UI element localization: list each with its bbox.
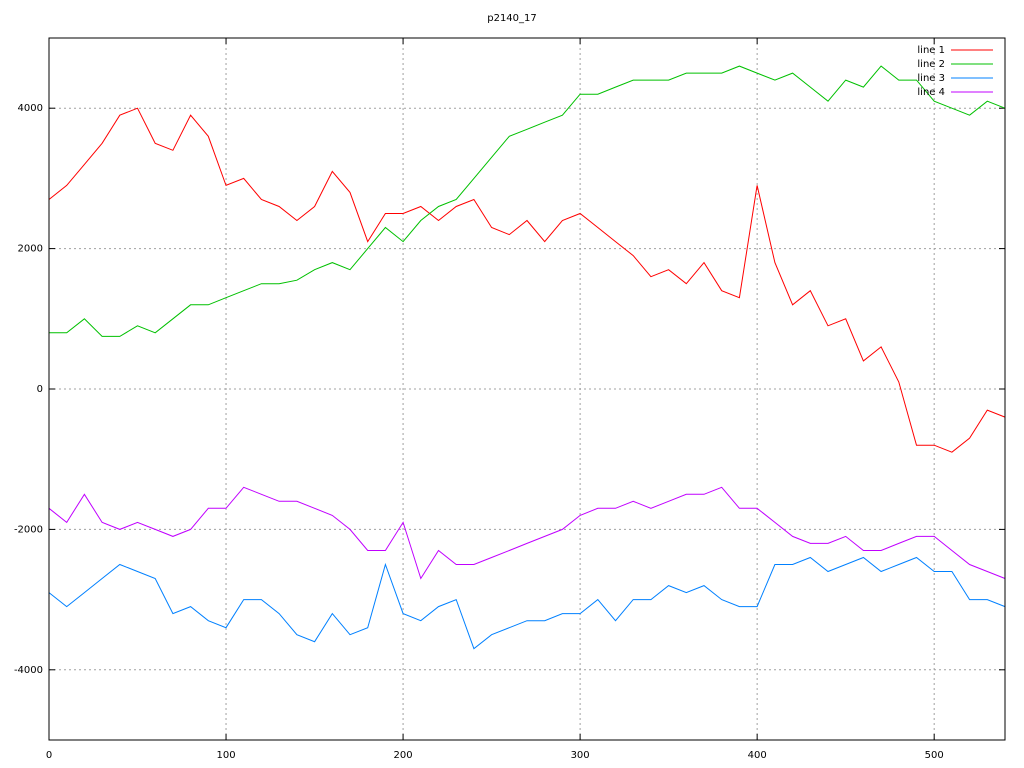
y-tick-label: -2000 [14, 524, 43, 535]
x-tick-label: 400 [748, 750, 767, 761]
x-tick-label: 100 [216, 750, 235, 761]
data-line [48, 107, 1006, 453]
x-tick-label: 0 [46, 750, 52, 761]
legend-label: line 4 [917, 87, 945, 98]
x-tick-label: 300 [571, 750, 590, 761]
legend-label: line 3 [917, 73, 945, 84]
data-line [49, 65, 1006, 337]
x-tick-label: 500 [925, 750, 944, 761]
y-tick-label: 0 [37, 384, 43, 395]
y-tick-label: -4000 [14, 665, 43, 676]
legend-label: line 1 [917, 45, 945, 56]
legend-label: line 2 [917, 59, 945, 70]
data-line [48, 556, 1006, 650]
chart-title: p2140_17 [487, 13, 537, 24]
y-tick-label: 2000 [18, 244, 43, 255]
x-tick-label: 200 [394, 750, 413, 761]
y-tick-label: 4000 [18, 103, 43, 114]
plot-border [48, 37, 1006, 741]
data-line [48, 486, 1006, 580]
